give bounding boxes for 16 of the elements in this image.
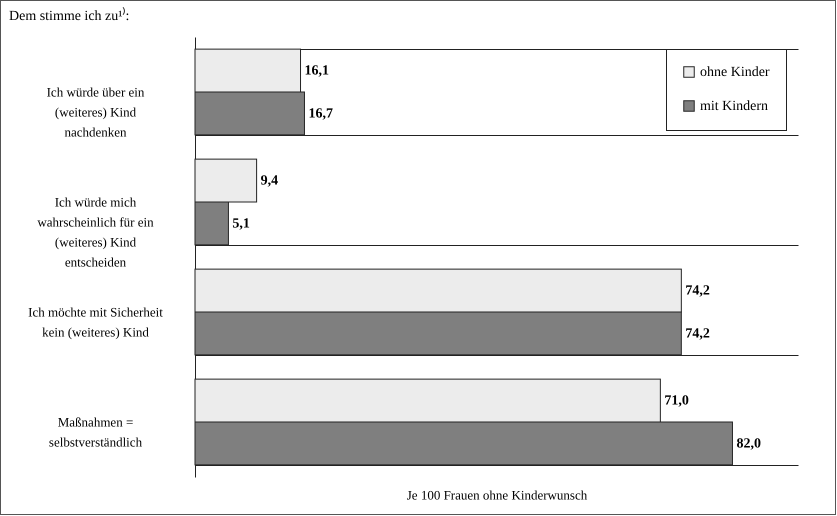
data-label: 74,2 bbox=[685, 284, 710, 299]
y-tick-label: Maßnahmen = selbstverständlich bbox=[48, 414, 143, 450]
x-axis-title: Je 100 Frauen ohne Kinderwunsch bbox=[406, 488, 588, 502]
data-label: 5,1 bbox=[232, 216, 250, 232]
y-tick-label: Ich möchte mit Sicherheit kein (weiteres) Kind bbox=[28, 304, 164, 340]
data-label: 9,4 bbox=[260, 174, 278, 189]
legend-label: mit Kindern bbox=[700, 99, 768, 114]
data-label: 74,2 bbox=[685, 326, 710, 342]
data-label: 16,7 bbox=[308, 106, 333, 122]
data-label: 71,0 bbox=[664, 394, 689, 409]
data-label: 82,0 bbox=[736, 436, 761, 452]
text: Dem stimme ich zu¹⁾: bbox=[9, 7, 130, 24]
y-tick-label: Ich würde mich wahrscheinlich für ein (weiteres) Kind entscheiden bbox=[37, 194, 154, 270]
legend-label: ohne Kinder bbox=[700, 65, 770, 80]
y-tick-label: Ich würde über ein (weiteres) Kind nachdenken bbox=[46, 84, 145, 140]
data-label: 16,1 bbox=[304, 64, 330, 79]
